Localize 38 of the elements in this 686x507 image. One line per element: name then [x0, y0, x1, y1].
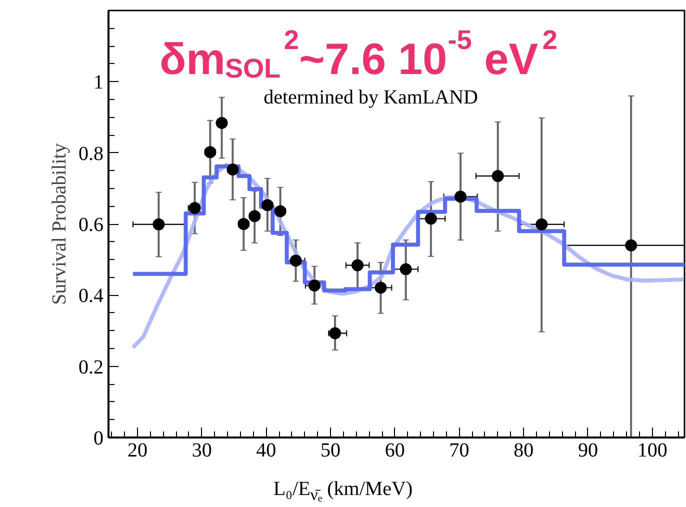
- point: [400, 263, 412, 276]
- y-tick-label: 0.2: [78, 356, 104, 378]
- point: [625, 239, 638, 252]
- x-tick-label: 100: [637, 440, 668, 462]
- point: [492, 170, 504, 182]
- x-axis-title: L₀/E$_{ν̄ₑ}$ (km/MeV): [273, 477, 413, 506]
- y-tick-label: 1: [94, 72, 104, 94]
- point: [374, 282, 387, 294]
- point: [188, 202, 201, 214]
- y-tick-label: 0.6: [78, 214, 104, 236]
- point: [238, 218, 250, 230]
- point: [308, 280, 320, 292]
- y-tick-label: 0.4: [78, 285, 104, 308]
- x-tick-label: 20: [127, 440, 148, 462]
- point: [274, 205, 286, 218]
- x-tick-label: 30: [192, 440, 212, 462]
- x-tick-label: 50: [320, 440, 341, 462]
- y-tick-label: 0: [94, 428, 104, 450]
- point: [424, 212, 437, 225]
- x-tick-label: 70: [449, 440, 470, 462]
- point: [152, 218, 165, 230]
- point: [454, 190, 467, 203]
- point: [204, 146, 216, 158]
- x-tick-label: 80: [514, 440, 534, 462]
- point: [216, 116, 228, 129]
- annotation: determined by KamLAND: [264, 86, 478, 108]
- point: [226, 164, 239, 176]
- point: [290, 254, 302, 267]
- point: [248, 210, 261, 222]
- point: [329, 327, 342, 340]
- x-tick-label: 90: [578, 440, 598, 462]
- point: [261, 199, 274, 212]
- y-axis-title: Survival Probability: [48, 143, 70, 305]
- x-tick-label: 60: [384, 440, 405, 462]
- y-tick-label: 0.8: [78, 142, 104, 165]
- x-tick-label: 40: [256, 440, 276, 462]
- point: [536, 218, 548, 230]
- point: [352, 259, 364, 272]
